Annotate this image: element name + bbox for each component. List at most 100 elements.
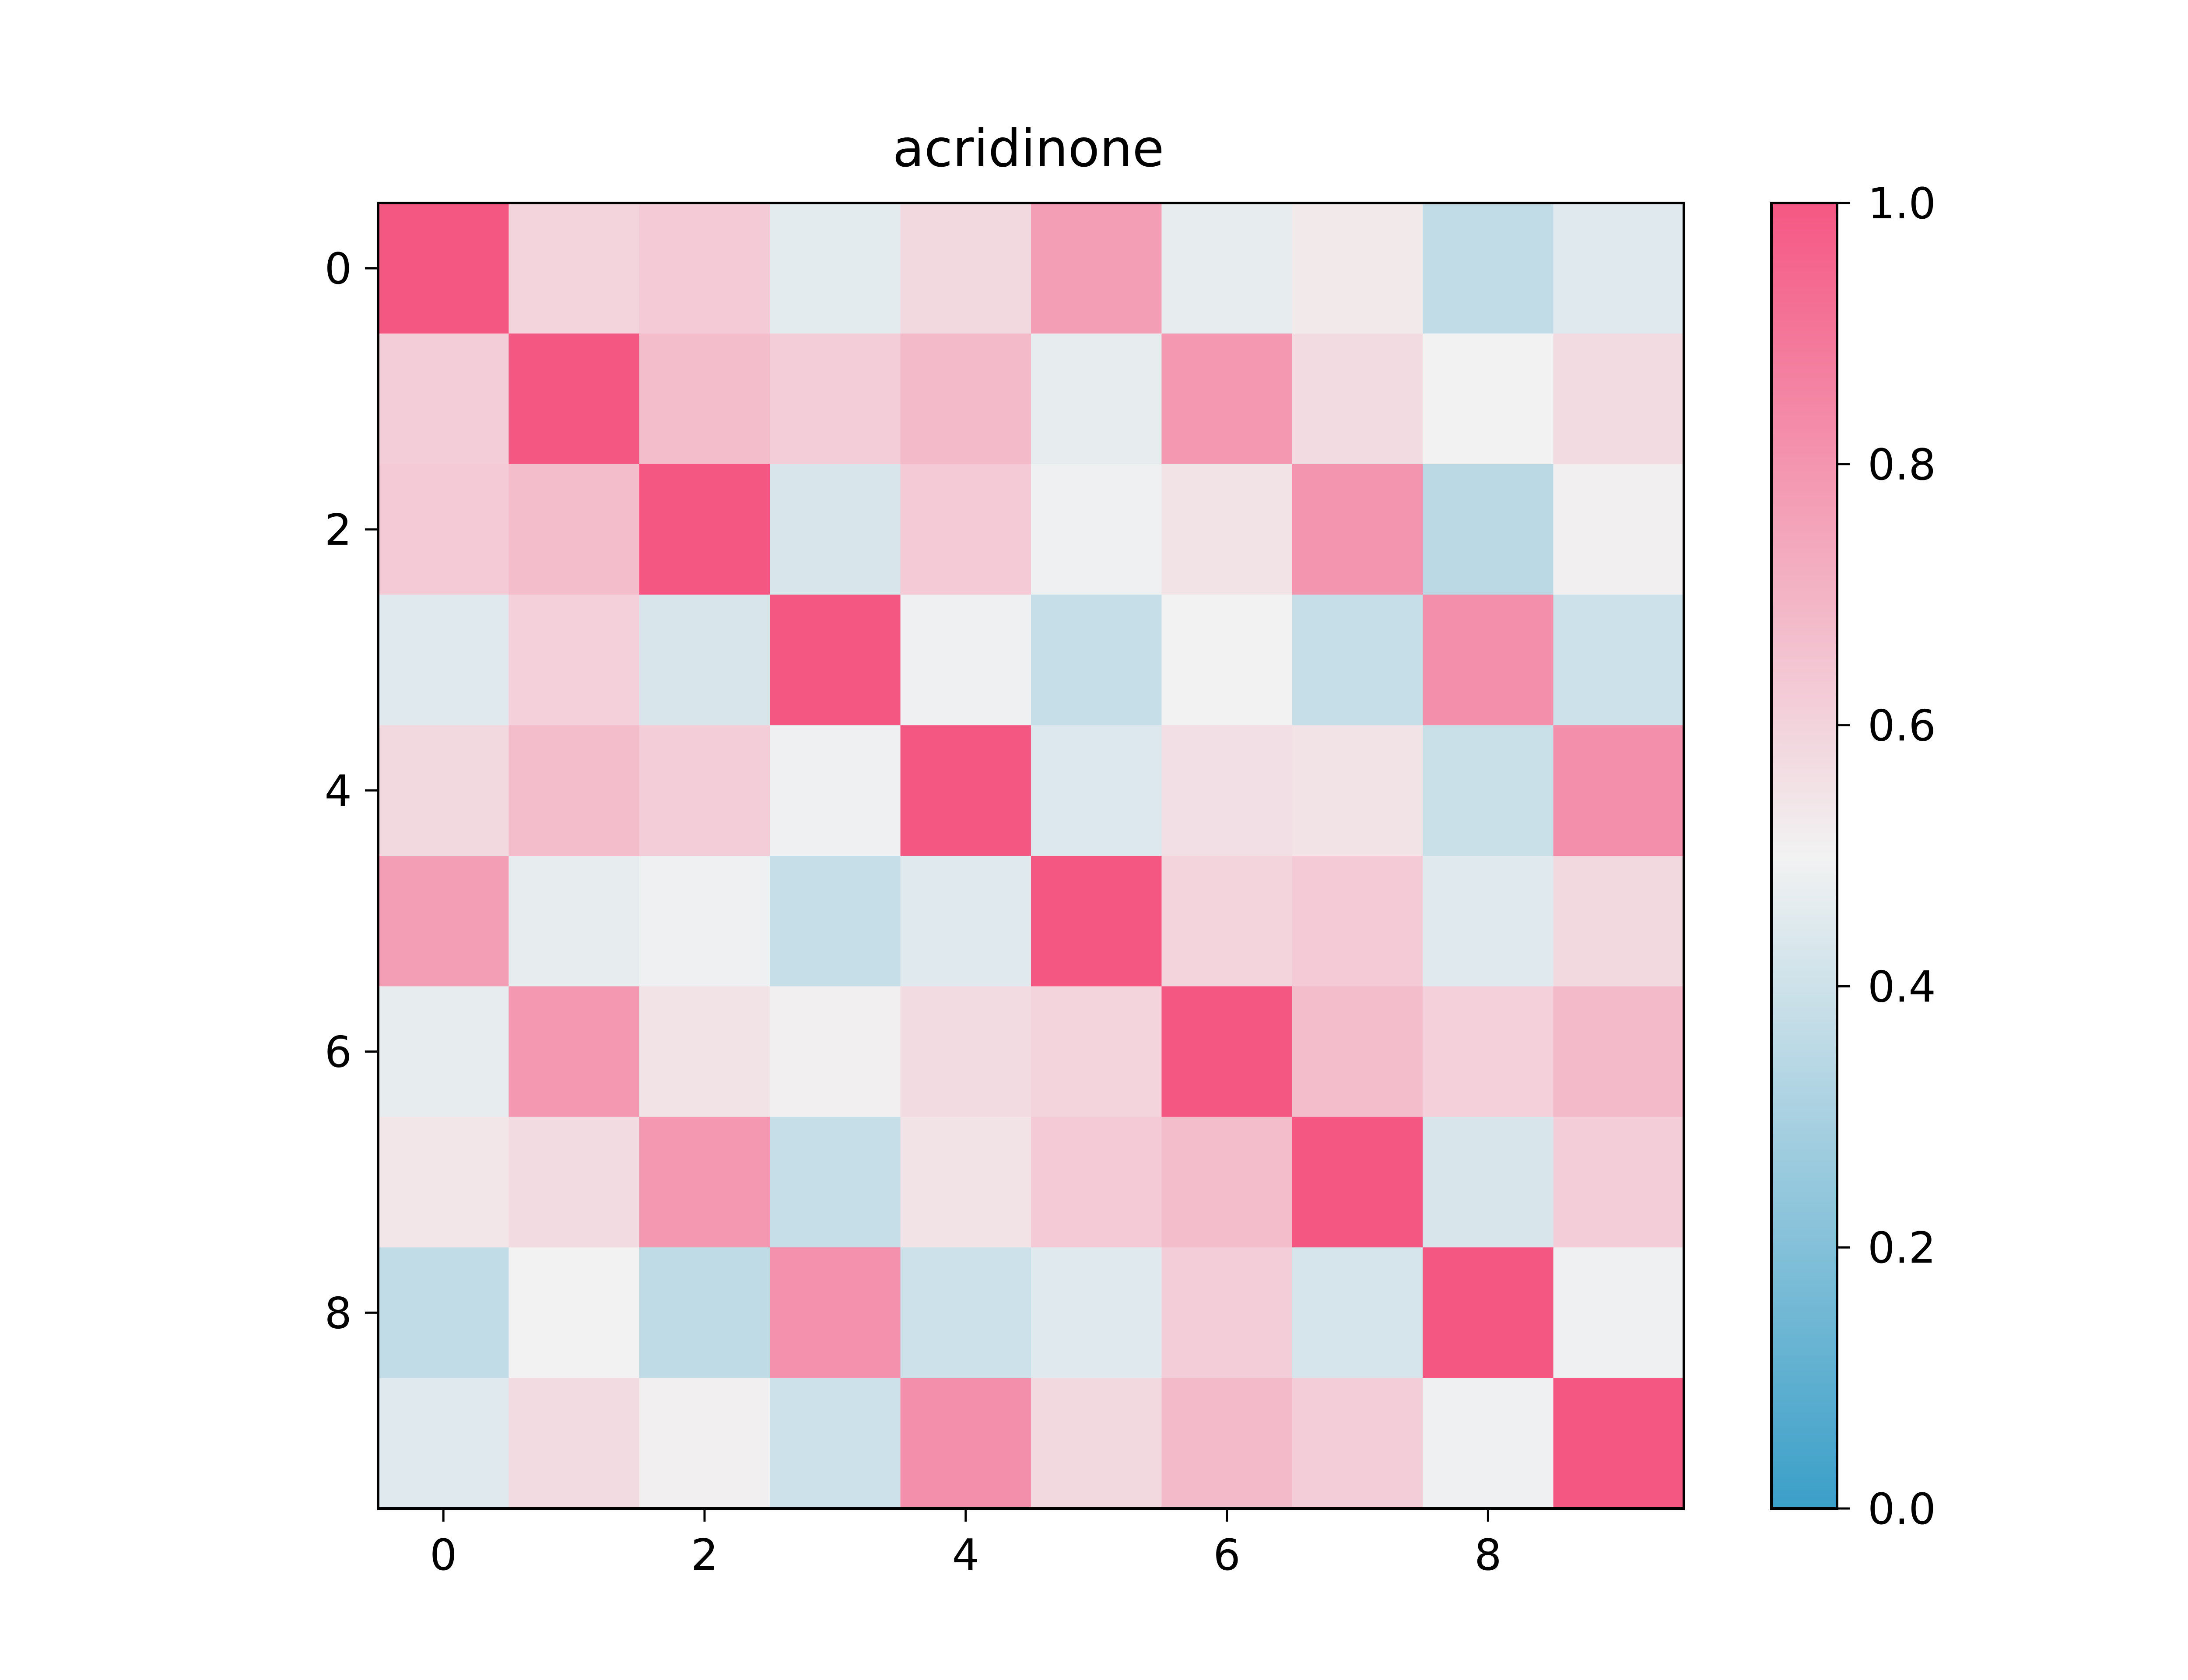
heatmap-cell (378, 1247, 509, 1379)
heatmap-cell (1553, 725, 1684, 856)
colorbar-tick-label: 0.0 (1868, 1484, 1936, 1534)
heatmap-cell (1553, 203, 1684, 334)
heatmap-cell (1031, 333, 1162, 465)
heatmap-cell (639, 1116, 770, 1248)
heatmap-cell (1553, 333, 1684, 465)
heatmap-cell (378, 1378, 509, 1509)
colorbar-gradient (1771, 203, 1837, 1508)
colorbar-tick-label: 1.0 (1868, 179, 1936, 229)
heatmap-cell (900, 203, 1031, 334)
heatmap-cell (770, 203, 901, 334)
heatmap-cell (1553, 1116, 1684, 1248)
colorbar-tick-label: 0.8 (1868, 440, 1936, 490)
colorbar-frame (1770, 202, 1838, 1510)
heatmap-cell (900, 333, 1031, 465)
heatmap-cell (1553, 1378, 1684, 1509)
heatmap-cell (900, 856, 1031, 987)
heatmap-cell (1031, 1247, 1162, 1379)
heatmap-cell (378, 725, 509, 856)
heatmap-cell (1423, 333, 1554, 465)
heatmap-cell (1292, 856, 1423, 987)
heatmap-cell (639, 986, 770, 1117)
y-tick-label: 8 (325, 1288, 352, 1338)
heatmap-cell (508, 856, 640, 987)
colorbar-tick-label: 0.6 (1868, 701, 1936, 751)
heatmap-cell (770, 464, 901, 595)
heatmap-cell (1292, 595, 1423, 726)
heatmap-cell (770, 856, 901, 987)
y-tick-label: 6 (325, 1028, 352, 1078)
heatmap-cell (508, 986, 640, 1117)
heatmap-cell (1161, 333, 1293, 465)
heatmap-cell (1161, 725, 1293, 856)
heatmap-cell (639, 1378, 770, 1509)
colorbar-tick-label: 0.4 (1868, 962, 1936, 1012)
heatmap-cell (770, 725, 901, 856)
heatmap-cell (900, 595, 1031, 726)
heatmap-cell (378, 1116, 509, 1248)
heatmap-cell (1292, 1247, 1423, 1379)
heatmap-cell (1031, 595, 1162, 726)
x-tick-label: 4 (952, 1530, 979, 1580)
heatmap-cell (1553, 464, 1684, 595)
heatmap-cell (508, 1378, 640, 1509)
heatmap-cell (378, 986, 509, 1117)
heatmap-cell (770, 333, 901, 465)
heatmap-cell (1161, 464, 1293, 595)
heatmap-cell (1423, 986, 1554, 1117)
heatmap-cell (1553, 595, 1684, 726)
heatmap-cell (1292, 333, 1423, 465)
heatmap-cell (508, 1116, 640, 1248)
heatmap-cell (770, 1116, 901, 1248)
heatmap-cell (508, 595, 640, 726)
y-axis: 0 2 4 6 8 (325, 244, 378, 1338)
heatmap-cell (1553, 856, 1684, 987)
heatmap-cell (508, 464, 640, 595)
heatmap-cell (1292, 1378, 1423, 1509)
heatmap-cell (639, 203, 770, 334)
heatmap-cell (770, 986, 901, 1117)
colorbar-tick-label: 0.2 (1868, 1223, 1936, 1273)
heatmap-cell (1161, 1116, 1293, 1248)
heatmap-cell (639, 464, 770, 595)
heatmap-cell (639, 595, 770, 726)
heatmap-cell (1031, 986, 1162, 1117)
heatmap-cell (900, 464, 1031, 595)
heatmap-cell (1292, 725, 1423, 856)
x-tick-label: 2 (691, 1530, 718, 1580)
heatmap-cell (1031, 1378, 1162, 1509)
heatmap-cell (1161, 1378, 1293, 1509)
heatmap-cell (508, 333, 640, 465)
y-tick-label: 2 (325, 505, 352, 555)
heatmap-cell (1031, 203, 1162, 334)
heatmap-cell (1292, 203, 1423, 334)
plot-frame (377, 202, 1685, 1510)
heatmap-cell (900, 1116, 1031, 1248)
heatmap-cell (1031, 464, 1162, 595)
heatmap-cell (1423, 856, 1554, 987)
heatmap-cell (1292, 464, 1423, 595)
x-axis: 0 2 4 6 8 (430, 1508, 1502, 1580)
heatmap-cell (1292, 1116, 1423, 1248)
chart-title: acridinone (893, 118, 1164, 178)
heatmap-cell (1161, 1247, 1293, 1379)
x-tick-label: 6 (1213, 1530, 1240, 1580)
heatmap-cell (1292, 986, 1423, 1117)
y-tick-label: 0 (325, 244, 352, 294)
heatmap-cell (1423, 464, 1554, 595)
heatmap-cell (639, 856, 770, 987)
heatmap-cell (770, 595, 901, 726)
heatmap-cell (770, 1247, 901, 1379)
heatmap-cell (639, 1247, 770, 1379)
heatmap-cell (508, 203, 640, 334)
heatmap-cell (1423, 1378, 1554, 1509)
heatmap-cell (378, 333, 509, 465)
y-tick-label: 4 (325, 766, 352, 816)
heatmap-cell (1423, 1247, 1554, 1379)
heatmap-cell (1161, 203, 1293, 334)
heatmap-cell (1423, 203, 1554, 334)
colorbar-axis: 0.0 0.2 0.4 0.6 0.8 1.0 (1837, 179, 1936, 1534)
heatmap-cell (1161, 595, 1293, 726)
heatmap-cell (378, 464, 509, 595)
